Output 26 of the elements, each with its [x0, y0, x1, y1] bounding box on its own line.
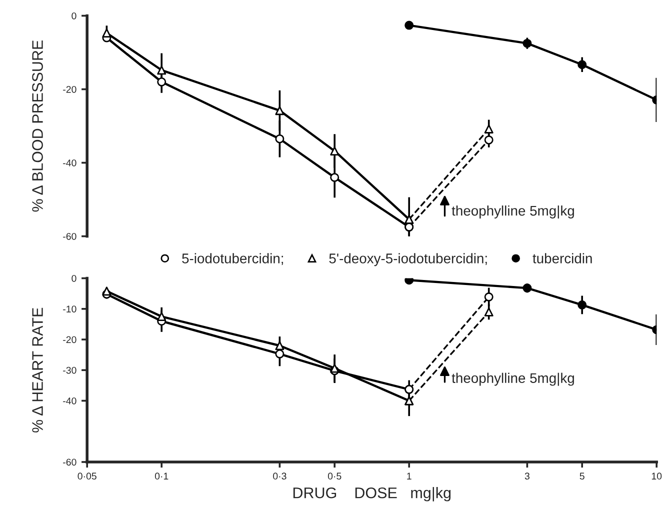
- x-tick-label: 0·5: [328, 472, 342, 480]
- x-tick-label: 0·3: [273, 472, 286, 480]
- y-tick-label: -10: [63, 306, 76, 312]
- legend-label: 5-iodotubercidin;: [182, 253, 283, 265]
- y-tick-label: -40: [63, 397, 76, 404]
- x-tick-label: 10: [652, 472, 662, 480]
- y-tick-label: -20: [63, 86, 76, 93]
- x-tick-label: 0·1: [154, 472, 168, 480]
- x-tick-label: 0·05: [78, 472, 96, 480]
- y-tick-label: -60: [63, 458, 76, 466]
- x-tick-label: 1: [407, 472, 412, 480]
- annotation: theophylline 5mg|kg: [452, 205, 574, 218]
- y-tick-label: -40: [63, 159, 76, 166]
- legend-label: 5'-deoxy-5-iodotubercidin;: [329, 253, 487, 266]
- x-tick-label: 3: [524, 472, 530, 480]
- x-tick-label: 5: [580, 472, 584, 480]
- x-axis-title: DRUG DOSE mg|kg: [293, 487, 451, 502]
- annotation: theophylline 5mg|kg: [452, 372, 574, 386]
- y-tick-label: 0: [72, 12, 76, 20]
- y-tick-label: 0: [72, 274, 76, 282]
- legend-label: tubercidin: [532, 253, 592, 264]
- y-axis-title: % Δ HEART RATE: [32, 308, 43, 432]
- y-tick-label: -20: [63, 336, 76, 344]
- y-axis-title: % Δ BLOOD PRESSURE: [32, 40, 43, 212]
- y-tick-label: -60: [63, 232, 76, 240]
- y-tick-label: -30: [63, 366, 76, 374]
